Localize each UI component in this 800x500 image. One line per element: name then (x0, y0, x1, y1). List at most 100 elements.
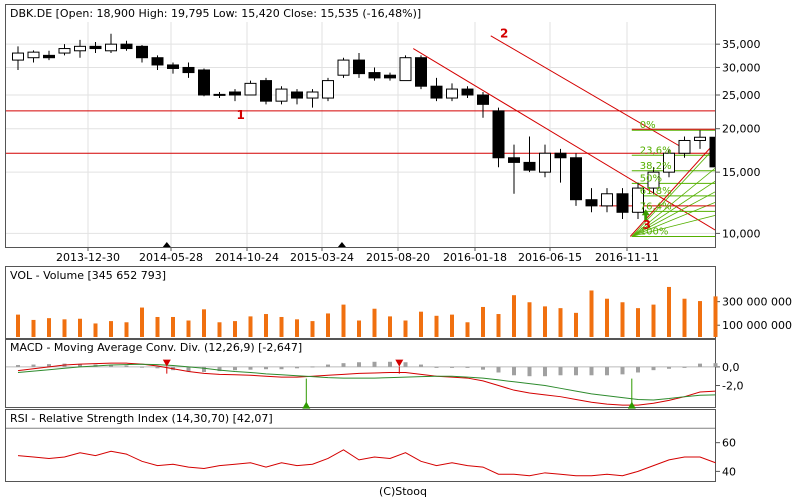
candle-body (709, 136, 715, 168)
fib-level-38-2: 38,2% (640, 161, 672, 172)
volume-bar (264, 314, 268, 337)
candle-body (539, 152, 551, 173)
macd-line (17, 362, 716, 406)
candle-body (291, 91, 303, 99)
macd-histogram-bar (31, 364, 36, 367)
macd-histogram-bar (543, 366, 547, 377)
candle-body (105, 43, 117, 52)
candle-body (27, 51, 40, 59)
rsi-panel-frame (5, 409, 716, 482)
macd-panel-title: MACD - Moving Average Conv. Div. (12,26,… (10, 341, 302, 354)
candle-body (492, 110, 505, 159)
macd-histogram-bar (388, 361, 392, 367)
candle-body (167, 64, 179, 69)
candle-body (678, 139, 691, 154)
channel-line (490, 35, 685, 150)
macd-histogram-bar (496, 366, 501, 373)
fib-level-50: 50% (640, 173, 662, 184)
candle-body (151, 57, 164, 66)
candle-body (632, 187, 644, 213)
volume-bar (434, 315, 439, 337)
rsi-panel-title: RSI - Relative Strength Index (14,30,70)… (10, 412, 273, 425)
fib-level-0: 0% (640, 120, 656, 131)
volume-bar (403, 320, 408, 337)
fib-fan-line (631, 180, 715, 237)
candle-body (12, 52, 24, 61)
volume-bar (620, 302, 625, 337)
buy-arrow-icon (641, 209, 650, 221)
fib-level-61-8: 61,8% (640, 186, 672, 197)
date-tick-label: 2014-05-28 (139, 251, 203, 264)
rsi-plot: 60 40 (6, 427, 736, 478)
date-tick-label: 2015-08-20 (366, 251, 430, 264)
copyright-label: (C)Stooq (379, 485, 427, 498)
macd-histogram-bar (310, 366, 315, 368)
volume-bar (93, 323, 98, 337)
macd-histogram-bar (651, 366, 656, 371)
date-tick-label: 2016-06-15 (518, 251, 582, 264)
volume-bar (357, 320, 361, 337)
volume-bar (512, 295, 516, 337)
volume-bar (372, 308, 377, 337)
volume-bar (558, 308, 563, 337)
volume-bar (481, 306, 485, 337)
macd-histogram-bar (512, 366, 516, 376)
macd-histogram-bar (574, 366, 578, 376)
candle-body (446, 88, 458, 99)
macd-histogram-bar (233, 366, 237, 371)
macd-histogram-bar (279, 366, 284, 370)
candle-body (74, 45, 86, 52)
candle-body (43, 54, 55, 59)
date-x-axis: 2013-12-30 2014-05-28 2014-10-24 2015-03-24… (56, 22, 659, 264)
volume-tick-label: 300 000 000 (722, 296, 792, 309)
volume-bar (310, 321, 315, 337)
price-y-axis: 35,000 30,000 25,000 20,000 15,000 10,000 (6, 38, 761, 240)
buy-signal-triangle (302, 401, 311, 409)
rsi-line (17, 449, 716, 477)
macd-histogram-bar (202, 366, 206, 373)
volume-bar (62, 319, 67, 337)
fib-level-100: 100% (640, 226, 669, 237)
candle-body (275, 88, 288, 102)
candle-body (616, 193, 629, 213)
volume-bar (140, 307, 144, 337)
volume-bar (419, 311, 423, 337)
macd-histogram-bar (78, 364, 82, 367)
candle-body (260, 80, 272, 102)
macd-histogram-bar (698, 363, 702, 367)
buy-signal-triangle (627, 401, 636, 409)
candle-body (322, 80, 334, 99)
date-tick-label: 2016-11-11 (595, 251, 659, 264)
volume-bar (31, 319, 36, 337)
volume-bar (233, 321, 237, 337)
macd-histogram-bar (372, 361, 377, 367)
date-tick-label: 2014-10-24 (215, 251, 279, 264)
candle-body (182, 66, 195, 74)
candle-body (461, 88, 474, 96)
volume-bar (171, 316, 175, 337)
volume-bar (78, 318, 82, 337)
candle-body (337, 59, 350, 76)
candle-body (244, 82, 257, 96)
candle-body (554, 152, 567, 159)
volume-bar (341, 304, 346, 337)
volume-bar (16, 314, 20, 337)
macd-histogram-bar (186, 366, 191, 372)
price-panel-frame (5, 4, 716, 248)
candle-body (229, 91, 241, 96)
volume-bar (388, 316, 392, 337)
macd-histogram-bar (326, 364, 330, 367)
price-tick-label: 30,000 (722, 61, 761, 74)
fibonacci-labels: 0% 23,6% 38,2% 50% 61,8% 76,4% 100% (640, 120, 672, 237)
macd-histogram-bar (124, 365, 129, 367)
volume-bar (589, 290, 594, 337)
price-tick-label: 10,000 (722, 227, 761, 240)
candle-body (523, 161, 536, 171)
macd-histogram-bar (357, 362, 361, 367)
price-tick-label: 25,000 (722, 89, 761, 102)
volume-bar (713, 296, 718, 337)
volume-bar (698, 301, 702, 337)
candle-body (415, 57, 427, 87)
volume-bar (202, 309, 206, 337)
